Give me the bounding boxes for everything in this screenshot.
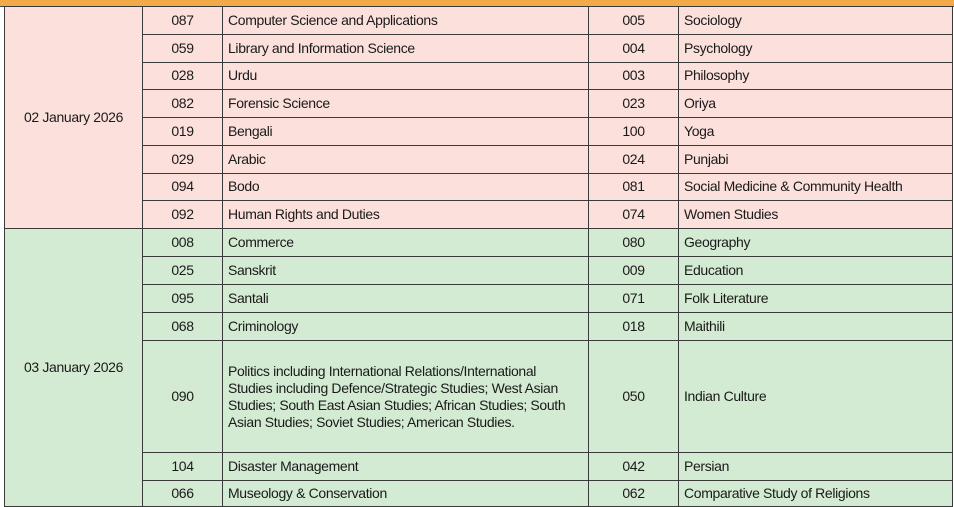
subject-name: Forensic Science [222,89,589,118]
subject-name: Disaster Management [222,452,589,481]
subject-name: Persian [678,452,953,481]
table-row: 104 Disaster Management 042 Persian [5,452,953,481]
subject-code: 004 [588,33,679,63]
subject-name: Politics including International Relatio… [222,340,589,453]
subject-code: 080 [588,228,679,257]
subject-name: Criminology [222,312,589,341]
table-row: 066 Museology & Conservation 062 Comparativ… [5,480,953,507]
subject-code: 094 [142,172,223,202]
subject-name: Museology & Conservation [222,480,589,507]
exam-date: 03 January 2026 [4,228,143,507]
table-row: 028 Urdu 003 Philosophy [5,61,953,91]
table-row: 092 Human Rights and Duties 074 Women Studi… [5,200,953,229]
subject-code: 009 [588,256,679,285]
subject-name: Comparative Study of Religions [678,480,953,507]
subject-code: 025 [142,256,223,285]
subject-name: Women Studies [678,200,953,229]
subject-code: 087 [142,6,223,35]
subject-code: 071 [588,284,679,313]
subject-name: Bengali [222,117,589,146]
subject-code: 066 [142,480,223,507]
subject-name: Punjabi [678,144,953,174]
subject-name: Commerce [222,228,589,257]
table-row: 068 Criminology 018 Maithili [5,312,953,341]
subject-name: Santali [222,284,589,313]
table-row: 029 Arabic 024 Punjabi [5,144,953,174]
table-row: 019 Bengali 100 Yoga [5,117,953,146]
subject-code: 104 [142,452,223,481]
subject-name: Sociology [678,6,953,35]
subject-code: 095 [142,284,223,313]
subject-name: Social Medicine & Community Health [678,172,953,202]
subject-code: 082 [142,89,223,118]
table-row: 03 January 2026 008 Commerce 080 Geography [4,228,953,507]
table-row: 059 Library and Information Science 004 Psy… [5,33,953,63]
subject-code: 100 [588,117,679,146]
subject-name: Indian Culture [678,340,953,453]
subject-code: 062 [588,480,679,507]
table-row: 025 Sanskrit 009 Education [5,256,953,285]
subject-code: 092 [142,200,223,229]
subject-name: Education [678,256,953,285]
subject-name: Yoga [678,117,953,146]
subject-code: 024 [588,144,679,174]
subject-name: Folk Literature [678,284,953,313]
subject-code: 003 [588,61,679,91]
subject-code: 042 [588,452,679,481]
table-row: 082 Forensic Science 023 Oriya [5,89,953,118]
subject-name: Bodo [222,172,589,202]
subject-name: Urdu [222,61,589,91]
table-row: 02 January 2026 087 Computer Science and A… [4,6,953,229]
exam-date: 02 January 2026 [4,6,143,229]
subject-code: 028 [142,61,223,91]
subject-name: Psychology [678,33,953,63]
subject-code: 090 [142,340,223,453]
subject-code: 074 [588,200,679,229]
subject-code: 018 [588,312,679,341]
subject-name: Library and Information Science [222,33,589,63]
subject-code: 081 [588,172,679,202]
subject-code: 059 [142,33,223,63]
subject-name: Arabic [222,144,589,174]
subject-code: 023 [588,89,679,118]
subject-code: 005 [588,6,679,35]
subject-name: Geography [678,228,953,257]
subject-name: Philosophy [678,61,953,91]
table-row: 094 Bodo 081 Social Medicine & Community He… [5,172,953,202]
subject-name: Maithili [678,312,953,341]
subject-name: Oriya [678,89,953,118]
subject-code: 029 [142,144,223,174]
subject-code: 008 [142,228,223,257]
table-row: 090 Politics including International Rela… [5,340,953,453]
subject-code: 068 [142,312,223,341]
subject-code: 019 [142,117,223,146]
table-row: 095 Santali 071 Folk Literature [5,284,953,313]
subject-code: 050 [588,340,679,453]
subject-name: Computer Science and Applications [222,6,589,35]
subject-name: Human Rights and Duties [222,200,589,229]
subject-name: Sanskrit [222,256,589,285]
exam-schedule-table: 02 January 2026 087 Computer Science and A… [4,6,953,507]
